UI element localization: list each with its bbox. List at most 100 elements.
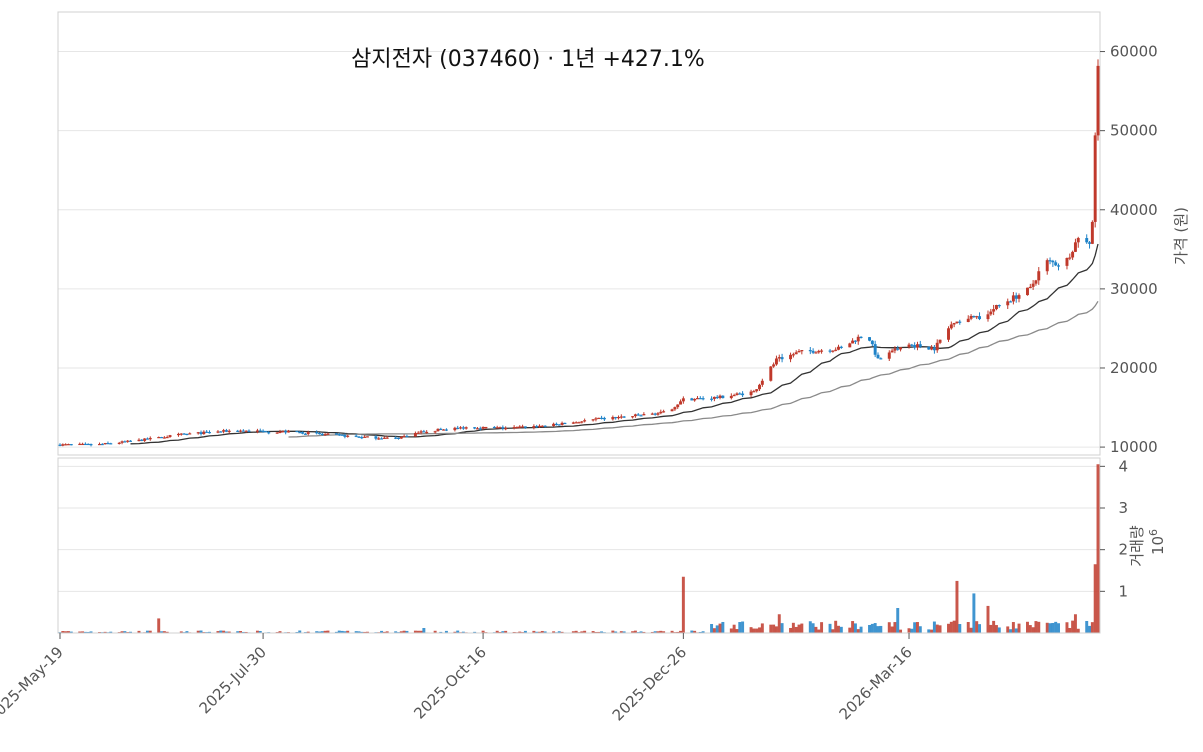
volume-bar [481, 630, 485, 633]
candle-body [109, 443, 113, 445]
candle-body [611, 416, 615, 420]
volume-bar [1031, 627, 1035, 633]
candle-body [1085, 238, 1089, 243]
candle-body [425, 431, 429, 434]
volume-bar [199, 630, 203, 633]
volume-bar [1051, 622, 1055, 633]
volume-bar [512, 631, 516, 633]
candle-body [972, 315, 976, 318]
candle-body [224, 430, 228, 432]
volume-bar [876, 626, 880, 633]
volume-bar [594, 631, 598, 633]
candle-body [303, 433, 307, 435]
volume-bar [422, 628, 426, 633]
candle-body [343, 435, 347, 437]
volume-bar [123, 631, 127, 633]
candle-body [673, 407, 677, 410]
volume-bar [365, 631, 369, 633]
candle-body [208, 432, 211, 434]
volume-bar [109, 631, 113, 633]
candle-body [577, 422, 581, 424]
volume-bar [103, 631, 107, 633]
volume-bar [583, 630, 587, 633]
candle-body [695, 398, 699, 400]
candle-body [81, 443, 85, 446]
date-tick-label: 2026-Mar-16 [836, 643, 916, 723]
volume-bar [966, 622, 970, 633]
volume-bar [320, 631, 324, 633]
candle-body [247, 430, 251, 432]
volume-bar [495, 630, 499, 633]
volume-bar [611, 630, 615, 633]
candle-body [405, 435, 409, 438]
volume-bar [721, 621, 725, 633]
candle-body [597, 417, 601, 420]
candle-body [168, 435, 172, 437]
volume-bar [416, 630, 420, 633]
volume-bar [326, 630, 330, 633]
volume-bar [1017, 623, 1021, 633]
candle-body [554, 423, 558, 426]
candle-body [741, 393, 745, 396]
candle-body [239, 430, 242, 432]
candle-body [281, 431, 285, 433]
candle-body [873, 344, 877, 355]
candle-body [137, 439, 141, 442]
candle-body [552, 423, 556, 427]
candle-body [735, 393, 739, 396]
volume-bar [949, 621, 953, 633]
candle-body [515, 426, 519, 429]
volume-gridlines [58, 465, 1100, 592]
candle-body [464, 427, 468, 429]
candle-body [870, 340, 874, 345]
candle-body [594, 418, 598, 420]
candle-body [162, 437, 166, 439]
candle-body [1096, 65, 1100, 136]
date-tick-labels: 2025-May-19 2025-Jul-30 2025-Oct-16 2025-De… [0, 633, 916, 726]
date-tick-label: 2025-Jul-30 [196, 643, 270, 717]
candle-body [560, 422, 564, 425]
chart-title: 삼지전자 (037460) · 1년 +427.1% [351, 47, 705, 72]
candle-body [518, 426, 522, 428]
candle-body [721, 395, 725, 399]
candle-body [374, 436, 378, 439]
volume-bar [927, 629, 931, 633]
candle-body [868, 337, 872, 341]
volume-bar [755, 628, 759, 633]
volume-bar [343, 631, 347, 633]
volume-bar [913, 622, 917, 633]
candle-body [78, 443, 82, 446]
volume-bar [255, 630, 259, 633]
candle-body [828, 350, 832, 352]
candle-body [639, 415, 643, 417]
volume-bar [523, 630, 527, 633]
candle-body [1011, 295, 1015, 302]
volume-bar [679, 630, 683, 633]
candle-body [789, 354, 793, 360]
candle-body [532, 426, 536, 428]
date-tick-label: 2025-Oct-16 [410, 643, 490, 723]
moving-average-short [130, 243, 1099, 445]
candle-body [659, 411, 663, 414]
candle-body [966, 318, 970, 323]
volume-bar [932, 621, 936, 633]
candle-body [98, 443, 101, 446]
volume-bar [580, 631, 584, 633]
volume-bar [887, 622, 891, 633]
candle-body [363, 436, 367, 438]
price-panel-frame [57, 11, 1101, 456]
candle-body [402, 435, 406, 438]
volume-bar [828, 623, 832, 633]
candle-body [535, 426, 539, 428]
volume-bar [278, 631, 282, 633]
price-tick-label: 20000 [1110, 359, 1158, 377]
price-gridlines [58, 51, 1100, 448]
volume-bar [853, 623, 857, 633]
candle-body [978, 316, 982, 320]
candle-body [1014, 295, 1018, 299]
volume-bar [930, 629, 934, 633]
volume-bar [955, 580, 959, 633]
volume-bar [337, 630, 341, 633]
candle-body [222, 430, 226, 432]
candle-body [834, 349, 838, 351]
